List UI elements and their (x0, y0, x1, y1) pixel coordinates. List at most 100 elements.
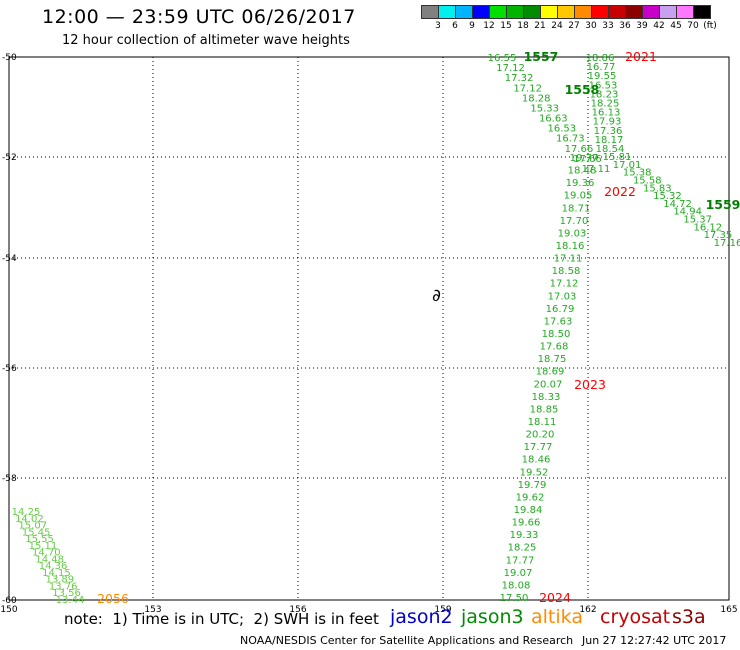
wave-height-value: 18.25 (591, 99, 620, 110)
color-scale-label: 30 (585, 21, 597, 31)
wave-height-value: 17.11 (582, 164, 611, 175)
wave-height-value: 15.58 (633, 175, 662, 186)
wave-height-value: 17.93 (593, 117, 622, 128)
wave-height-value: 15.11 (29, 541, 58, 552)
pass-time-label: 2056 (97, 591, 129, 606)
wave-height-value: 17.01 (613, 160, 642, 171)
color-scale-label: 24 (551, 21, 563, 31)
wave-height-value: 16.53 (547, 124, 576, 135)
wave-height-value: 13.89 (46, 575, 75, 586)
longitude-label: 159 (434, 605, 451, 615)
wave-height-value: 13.56 (52, 588, 81, 599)
latitude-label: -58 (2, 474, 17, 484)
wave-height-value: 18.23 (590, 89, 619, 100)
map-subtitle: 12 hour collection of altimeter wave hei… (62, 33, 350, 48)
wave-height-value: 17.12 (550, 279, 579, 290)
wave-height-value: 15.07 (18, 521, 47, 532)
wave-height-value: 19.55 (588, 71, 617, 82)
color-scale-label: 39 (636, 21, 648, 31)
wave-height-value: 18.16 (556, 241, 585, 252)
wave-height-value: 17.35 (704, 230, 733, 241)
wave-height-value: 19.05 (564, 191, 593, 202)
wave-height-value: 16.13 (592, 108, 621, 119)
longitude-label: 150 (0, 605, 17, 615)
color-scale-label: 36 (619, 21, 631, 31)
wave-height-value: 14.36 (39, 561, 68, 572)
wave-height-value: 18.46 (522, 455, 551, 466)
wave-height-value: 20.20 (526, 430, 555, 441)
wave-height-value: 14.48 (35, 554, 64, 565)
wave-height-value: 13.76 (49, 581, 78, 592)
wave-height-value: 19.66 (512, 518, 541, 529)
wave-height-value: 19.77 (570, 153, 599, 164)
wave-height-value: 18.85 (530, 404, 559, 415)
wave-height-value: 16.77 (587, 62, 616, 73)
legend-jason2: jason2 (390, 606, 453, 628)
legend-altika: altika (531, 606, 583, 628)
wave-height-value: 18.71 (562, 203, 591, 214)
wave-height-value: 14.15 (42, 568, 71, 579)
wave-height-value: 18.69 (536, 367, 565, 378)
wave-height-value: 16.73 (556, 134, 585, 145)
wave-height-value: 17.68 (540, 342, 569, 353)
wave-height-value: 16.12 (693, 222, 722, 233)
latitude-label: -56 (2, 364, 17, 374)
wave-height-value: 16.55 (488, 53, 517, 64)
wave-height-value: 18.54 (596, 144, 625, 155)
wave-height-value: 14.25 (12, 507, 41, 518)
wave-height-value: 18.58 (552, 266, 581, 277)
wave-height-value: 15.81 (603, 152, 632, 163)
pass-time-labels: 1557 2021 1558 2022 1559 2023 2024 2056 (97, 49, 740, 606)
color-scale-label: 18 (517, 21, 529, 31)
wave-height-value: 15.38 (623, 168, 652, 179)
longitude-label: 153 (144, 605, 161, 615)
wave-height-value: 14.70 (32, 548, 61, 559)
wave-height-value: 18.28 (522, 93, 551, 104)
wave-height-value: 18.08 (502, 580, 531, 591)
wave-height-value: 19.62 (516, 492, 545, 503)
wave-height-value: 16.53 (589, 80, 618, 91)
color-swatch (693, 5, 711, 19)
latitude-label: -52 (2, 153, 17, 163)
color-scale-label: 3 (435, 21, 441, 31)
wave-height-value: 15.55 (25, 534, 54, 545)
color-scale-label: 27 (568, 21, 580, 31)
latitude-label: -54 (2, 254, 17, 264)
wave-height-value: 17.50 (500, 593, 529, 604)
legend-s3a: s3a (672, 606, 706, 628)
wave-height-value: 18.11 (528, 417, 557, 428)
wave-height-value: 20.07 (534, 379, 563, 390)
longitude-label: 165 (720, 605, 737, 615)
wave-height-value: 17.32 (505, 73, 534, 84)
wave-height-value: 18.25 (508, 543, 537, 554)
pass-time-label: 1558 (565, 82, 600, 97)
credit-text: NOAA/NESDIS Center for Satellite Applica… (240, 634, 574, 647)
lat-lon-grid (9, 57, 729, 600)
wave-height-value: 17.36 (594, 126, 623, 137)
wave-height-value: 18.75 (538, 354, 567, 365)
pass-time-label: 1559 (706, 197, 740, 212)
wave-height-value: 17.77 (506, 555, 535, 566)
wave-height-value: 17.11 (554, 254, 583, 265)
color-scale-label: 42 (653, 21, 665, 31)
color-scale-labels: 3 6 9 12 15 18 21 24 27 30 33 36 39 42 45 70 (ft) (421, 21, 740, 33)
wave-height-value: 17.66 (573, 154, 602, 165)
legend-cryosat: cryosat (600, 606, 671, 628)
color-scale-label: 15 (500, 21, 512, 31)
wave-height-value: 17.03 (548, 291, 577, 302)
map-frame (8, 56, 730, 601)
wave-height-value: 17.12 (513, 83, 542, 94)
legend-jason3: jason3 (461, 606, 524, 628)
longitude-label: 162 (579, 605, 596, 615)
wave-height-value: 19.84 (514, 505, 543, 516)
wave-height-value: 14.72 (663, 199, 692, 210)
pass-time-label: 2023 (574, 377, 606, 392)
color-scale-label: 12 (483, 21, 495, 31)
note-text: note: 1) Time is in UTC; 2) SWH is in fe… (64, 610, 379, 628)
pass-time-label: 2021 (625, 49, 657, 64)
wave-height-value: 16.79 (546, 304, 575, 315)
altimeter-tracks: 16.5517.1217.3217.1218.2815.3316.6316.53… (12, 53, 740, 606)
wave-height-value: 17.66 (565, 144, 594, 155)
wave-height-value: 18.17 (595, 135, 624, 146)
